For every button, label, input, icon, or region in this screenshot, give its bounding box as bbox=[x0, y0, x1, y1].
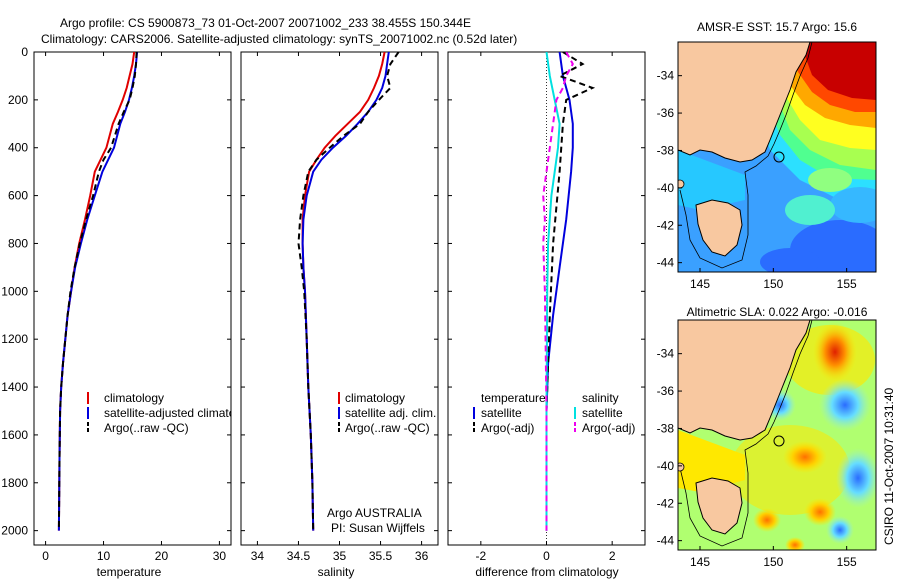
figure-title-line2: Climatology: CARS2006. Satellite-adjuste… bbox=[41, 32, 517, 46]
series-line-argo-raw-qc- bbox=[297, 52, 400, 531]
difference-xlabel: difference from climatology bbox=[475, 565, 618, 579]
map-y-tick-label: -38 bbox=[657, 143, 675, 157]
map-y-tick-label: -44 bbox=[657, 534, 675, 548]
sst-map-ticks: 145 150 155 -34 -36 -38 -40 -42 -44 bbox=[657, 69, 857, 291]
x-tick-label: 34.5 bbox=[287, 549, 311, 563]
map-x-tick-label: 150 bbox=[763, 277, 783, 291]
sst-map-frame bbox=[677, 41, 877, 273]
depth-tick-label: 200 bbox=[8, 93, 28, 107]
sla-map-ticks: 145 150 155 -34 -36 -38 -40 -42 -44 bbox=[657, 347, 857, 569]
legend-s-sat: satellite adj. clim. bbox=[345, 406, 436, 420]
x-tick-label: 0 bbox=[42, 549, 49, 563]
map-y-tick-label: -44 bbox=[657, 256, 675, 270]
csiro-credit: CSIRO 11-Oct-2007 10:31:40 bbox=[882, 387, 896, 545]
legend-s-clim: climatology bbox=[345, 391, 405, 405]
map-x-tick-label: 145 bbox=[690, 555, 710, 569]
depth-tick-label: 1000 bbox=[1, 284, 28, 298]
temperature-axes bbox=[33, 51, 232, 546]
depth-tick-label: 1800 bbox=[1, 476, 28, 490]
sla-map-frame bbox=[677, 319, 877, 551]
sst-map-field bbox=[678, 42, 876, 272]
temperature-xlabel: temperature bbox=[97, 565, 162, 579]
depth-tick-label: 0 bbox=[21, 45, 28, 59]
series-line-salinity-argo-adj- bbox=[542, 52, 574, 531]
x-tick-label: 34 bbox=[251, 549, 265, 563]
x-tick-label: 20 bbox=[155, 549, 169, 563]
map-y-tick-label: -42 bbox=[657, 496, 675, 510]
temperature-legend: climatology satellite-adjusted climatolo… bbox=[87, 391, 257, 435]
map-x-tick-label: 155 bbox=[837, 555, 857, 569]
legend-d-temp-argo: Argo(-adj) bbox=[481, 421, 534, 435]
figure-title-line1: Argo profile: CS 5900873_73 01-Oct-2007 … bbox=[60, 16, 471, 30]
x-tick-label: 35.5 bbox=[369, 549, 393, 563]
map-y-tick-label: -34 bbox=[657, 69, 675, 83]
salinity-axes bbox=[240, 51, 439, 546]
salinity-ticks: 34 34.5 35 35.5 36 bbox=[251, 52, 429, 563]
map-y-tick-label: -34 bbox=[657, 347, 675, 361]
x-tick-label: 35 bbox=[333, 549, 347, 563]
depth-tick-label: 400 bbox=[8, 141, 28, 155]
pi-annotation: PI: Susan Wijffels bbox=[331, 521, 425, 535]
x-tick-label: 30 bbox=[213, 549, 227, 563]
depth-tick-label: 2000 bbox=[1, 524, 28, 538]
legend-t-sat: satellite-adjusted climatology bbox=[104, 406, 257, 420]
map-y-tick-label: -36 bbox=[657, 384, 675, 398]
x-tick-label: 2 bbox=[609, 549, 616, 563]
sst-map-title: AMSR-E SST: 15.7 Argo: 15.6 bbox=[697, 20, 857, 34]
legend-d-temp-title: temperature bbox=[481, 391, 546, 405]
series-line-satellite-adj-clim- bbox=[301, 52, 390, 531]
sla-map-title: Altimetric SLA: 0.022 Argo: -0.016 bbox=[687, 305, 868, 319]
sst-float-marker bbox=[773, 151, 785, 163]
depth-tick-label: 800 bbox=[8, 236, 28, 250]
sla-float-marker bbox=[773, 435, 785, 447]
map-x-tick-label: 150 bbox=[763, 555, 783, 569]
salinity-series bbox=[297, 52, 400, 531]
x-tick-label: -2 bbox=[475, 549, 486, 563]
temperature-ticks: 0 10 20 30 bbox=[42, 52, 226, 563]
depth-tick-label: 600 bbox=[8, 189, 28, 203]
operator-annotation: Argo AUSTRALIA bbox=[327, 506, 422, 520]
legend-d-sal-title: salinity bbox=[582, 391, 619, 405]
series-line-argo-raw-qc- bbox=[57, 52, 138, 531]
salinity-xlabel: salinity bbox=[318, 565, 355, 579]
sla-map-field bbox=[678, 320, 876, 550]
difference-legend: temperature salinity satellite Argo(-adj… bbox=[473, 391, 635, 435]
map-y-tick-label: -36 bbox=[657, 106, 675, 120]
legend-t-clim: climatology bbox=[104, 391, 164, 405]
salinity-legend: climatology satellite adj. clim. Argo(..… bbox=[338, 391, 436, 435]
x-tick-label: 10 bbox=[97, 549, 111, 563]
depth-tick-label: 1200 bbox=[1, 332, 28, 346]
temperature-series bbox=[57, 52, 139, 531]
x-tick-label: 36 bbox=[415, 549, 429, 563]
depth-tick-label: 1600 bbox=[1, 428, 28, 442]
legend-d-sal-sat: satellite bbox=[582, 406, 623, 420]
x-tick-label: 0 bbox=[543, 549, 550, 563]
legend-d-sal-argo: Argo(-adj) bbox=[582, 421, 635, 435]
map-y-tick-label: -40 bbox=[657, 459, 675, 473]
depth-tick-label: 1400 bbox=[1, 380, 28, 394]
map-x-tick-label: 145 bbox=[690, 277, 710, 291]
depth-ticks: 0 200 400 600 800 1000 1200 1400 1600 1800 2000 bbox=[1, 45, 645, 538]
series-line-salinity-satellite bbox=[545, 52, 561, 531]
legend-d-temp-sat: satellite bbox=[481, 406, 522, 420]
map-y-tick-label: -42 bbox=[657, 218, 675, 232]
map-y-tick-label: -40 bbox=[657, 181, 675, 195]
difference-series bbox=[542, 52, 596, 531]
map-x-tick-label: 155 bbox=[837, 277, 857, 291]
legend-t-argo: Argo(..raw -QC) bbox=[104, 421, 189, 435]
map-y-tick-label: -38 bbox=[657, 421, 675, 435]
legend-s-argo: Argo(..raw -QC) bbox=[345, 421, 430, 435]
